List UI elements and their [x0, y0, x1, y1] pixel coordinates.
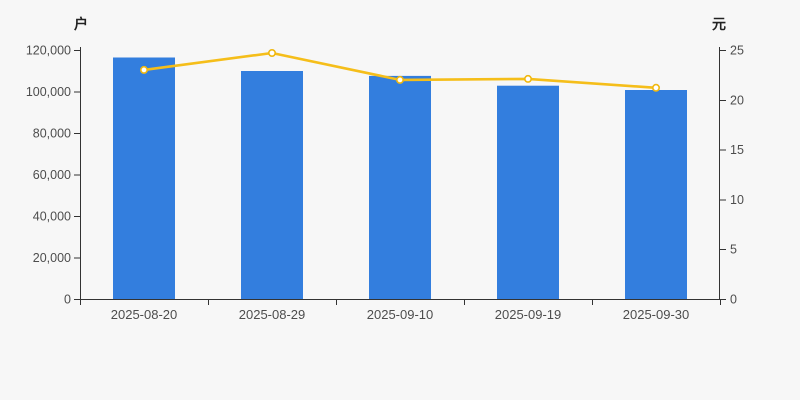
line-marker-2025-08-29[interactable]: [267, 48, 276, 57]
line-marker-2025-08-20[interactable]: [140, 65, 149, 74]
x-axis-label-2025-08-20: 2025-08-20: [111, 307, 178, 322]
bar-2025-09-19[interactable]: [497, 85, 559, 299]
x-axis-label-2025-09-10: 2025-09-10: [367, 307, 434, 322]
left-axis-tick-label: 60,000: [33, 168, 71, 182]
right-axis-tick-label: 25: [730, 44, 744, 58]
labels-layer: 0 20,000 40,000 60,000 80,000 100,000 120,000 0…: [26, 44, 744, 323]
left-axis-name: 户: [74, 16, 88, 32]
line-layer: [140, 48, 660, 92]
left-axis-tick-label: 40,000: [33, 210, 71, 224]
right-axis-tick-label: 0: [730, 293, 737, 307]
x-axis-label-2025-08-29: 2025-08-29: [239, 307, 306, 322]
right-axis-tick-label: 20: [730, 93, 744, 107]
right-axis-tick-label: 15: [730, 143, 744, 157]
line-marker-2025-09-30[interactable]: [651, 83, 660, 92]
right-axis-tick-label: 10: [730, 193, 744, 207]
bars-layer: [113, 57, 687, 300]
bar-2025-09-10[interactable]: [369, 75, 431, 300]
right-axis-tick-label: 5: [730, 243, 737, 257]
left-axis-tick-label: 100,000: [26, 85, 71, 99]
left-axis-tick-label: 120,000: [26, 44, 71, 58]
x-axis-label-2025-09-30: 2025-09-30: [623, 307, 690, 322]
bar-2025-09-30[interactable]: [625, 90, 687, 299]
axes-layer: [74, 47, 726, 305]
line-marker-2025-09-19[interactable]: [523, 74, 532, 83]
line-marker-2025-09-10[interactable]: [395, 75, 404, 84]
right-axis-name: 元: [712, 16, 726, 32]
bar-2025-08-29[interactable]: [241, 71, 303, 299]
left-axis-tick-label: 80,000: [33, 127, 71, 141]
left-axis-tick-label: 0: [64, 293, 71, 307]
bar-2025-08-20[interactable]: [113, 57, 175, 300]
left-axis-tick-label: 20,000: [33, 251, 71, 265]
x-axis-label-2025-09-19: 2025-09-19: [495, 307, 562, 322]
